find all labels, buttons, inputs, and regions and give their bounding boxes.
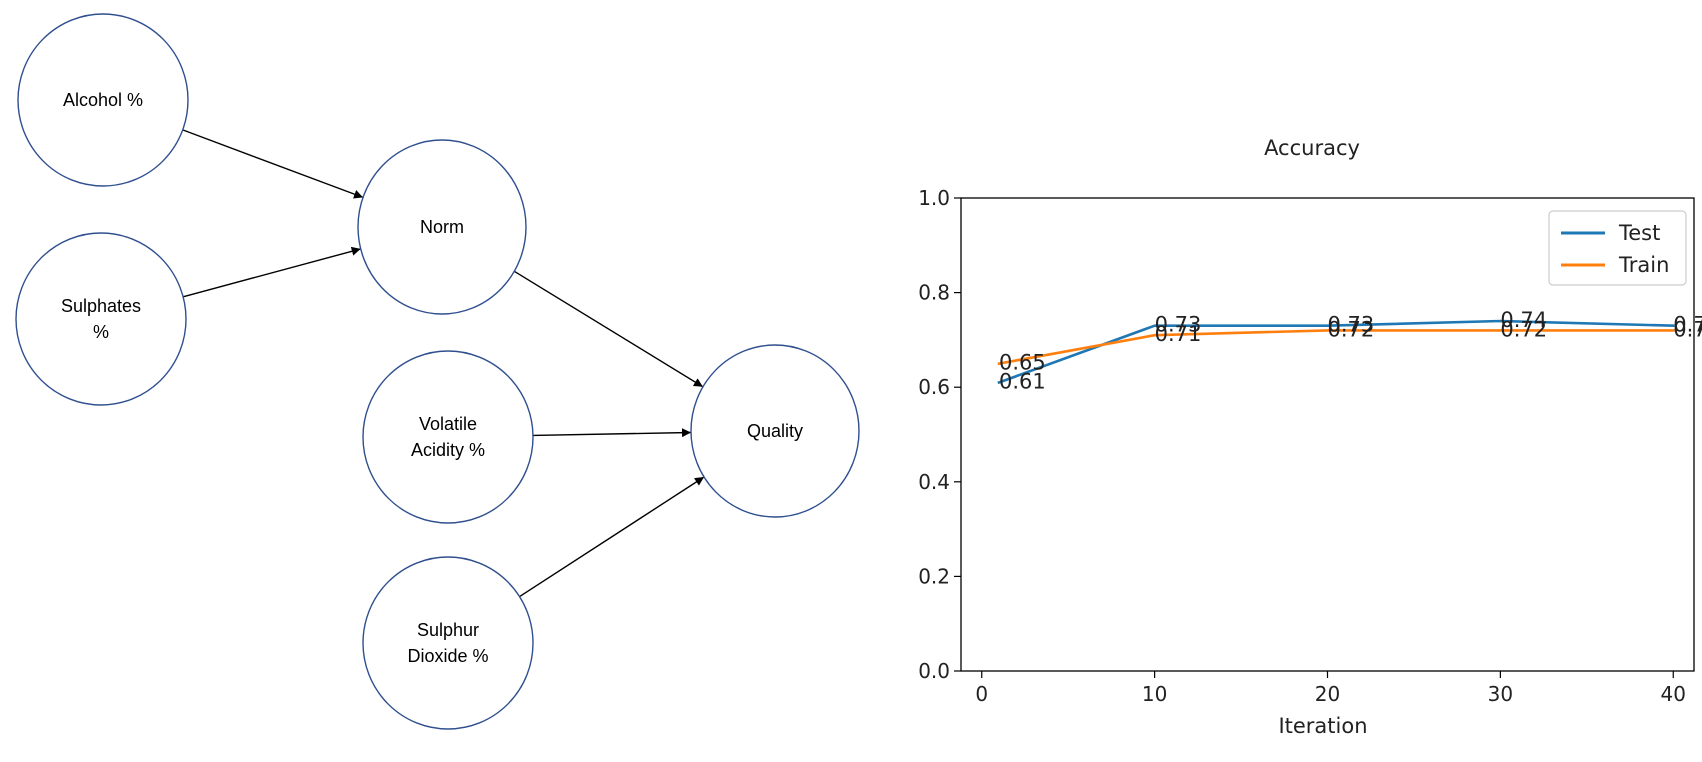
y-tick-label: 0.8 [918,281,950,305]
node-circle [15,232,187,406]
node-circle [362,556,534,730]
series-line-train [997,329,1675,366]
y-tick-label: 0.6 [918,375,950,399]
legend-item-test[interactable]: Test [1561,221,1660,245]
edge-norm-to-quality [513,270,704,388]
data-label-test: 0.73 [1673,313,1702,337]
node-label: Dioxide % [407,646,488,666]
data-label-train: 0.72 [1328,317,1375,341]
legend-label: Test [1618,221,1660,245]
y-tick-label: 1.0 [918,186,950,210]
x-tick-label: 30 [1488,682,1513,706]
node-volatile[interactable]: Volatile Acidity % [362,350,534,524]
chart-axes: 0 10 20 30 40 0.0 0.2 0.4 0.6 0.8 1.0 [918,186,1695,706]
edge-alcohol-to-norm [182,129,364,199]
node-sulphates[interactable]: Sulphates% [15,232,187,406]
node-circle [17,13,189,187]
x-tick-label: 10 [1142,682,1167,706]
node-label: Volatile [419,414,477,434]
node-sulphur[interactable]: Sulphur Dioxide % [362,556,534,730]
x-tick-label: 40 [1661,682,1686,706]
legend-label: Train [1618,253,1669,277]
node-label: Acidity % [411,440,485,460]
node-alcohol[interactable]: Alcohol % [17,13,189,187]
node-label: Norm [420,217,464,237]
diagram-nodes: Alcohol % Sulphates% Norm Volatile Acidity %… [15,13,860,730]
x-axis-label: Iteration [1278,714,1367,738]
node-circle [357,139,527,315]
y-tick-label: 0.0 [918,659,950,683]
node-label: Sulphates [61,296,141,316]
node-label: Alcohol % [63,90,143,110]
chart-data-labels: 0.61 0.73 0.73 0.74 0.73 0.65 0.71 0.72 0.72 0.72 [999,308,1702,394]
node-norm[interactable]: Norm [357,139,527,315]
chart-series [997,319,1675,385]
y-tick-label: 0.2 [918,564,950,588]
accuracy-chart: Accuracy Iteration 0 10 20 30 40 0.0 0.2 0.4 0.6… [918,136,1702,738]
diagram-edges [182,129,705,598]
data-label-test: 0.61 [999,370,1046,394]
data-label-train: 0.71 [1155,322,1202,346]
node-circle [690,344,860,518]
edge-volatile-to-quality [532,428,692,438]
x-tick-label: 20 [1315,682,1340,706]
legend-item-train[interactable]: Train [1561,253,1669,277]
data-label-test: 0.73 [1328,313,1375,337]
node-circle [362,350,534,524]
flow-diagram: Alcohol % Sulphates% Norm Volatile Acidity %… [15,13,860,730]
node-quality[interactable]: Quality [690,344,860,518]
edge-sulphates-to-norm [182,246,361,298]
data-label-train: 0.72 [1673,317,1702,341]
node-label: Quality [747,421,803,441]
node-label: % [93,322,109,342]
data-label-train: 0.65 [999,351,1046,375]
data-label-train: 0.72 [1500,317,1547,341]
edge-sulphur-to-quality [519,476,705,598]
data-label-test: 0.74 [1500,308,1547,332]
x-tick-label: 0 [975,682,988,706]
data-label-test: 0.73 [1155,313,1202,337]
node-label: Sulphur [417,620,479,640]
chart-legend[interactable]: Test Train [1548,210,1687,286]
y-tick-label: 0.4 [918,470,950,494]
chart-title: Accuracy [1264,136,1360,160]
